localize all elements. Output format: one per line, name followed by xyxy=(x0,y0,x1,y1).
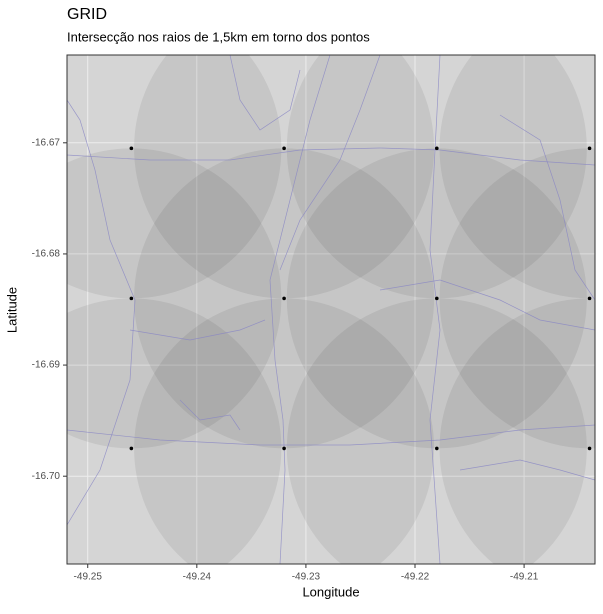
road xyxy=(379,279,595,331)
chart-subtitle: Intersecção nos raios de 1,5km em torno … xyxy=(67,29,370,44)
road xyxy=(279,55,381,271)
buffer-circle xyxy=(134,298,435,564)
road xyxy=(459,459,595,481)
road xyxy=(67,147,595,166)
y-tick-label: -16.68 xyxy=(32,249,61,260)
road xyxy=(129,319,266,341)
point xyxy=(435,446,439,451)
point xyxy=(587,446,592,451)
point xyxy=(129,296,134,301)
panel-border xyxy=(66,54,596,565)
x-tick-label: -49.22 xyxy=(401,572,430,583)
buffer-circle xyxy=(439,148,595,449)
point xyxy=(282,296,286,301)
road xyxy=(229,55,301,131)
x-axis-label: Longitude xyxy=(302,584,359,599)
x-tick-label: -49.23 xyxy=(292,572,321,583)
road xyxy=(67,99,136,526)
y-tick-label: -16.69 xyxy=(32,360,61,371)
point xyxy=(435,296,439,301)
road xyxy=(429,55,441,564)
point xyxy=(587,146,592,151)
buffer-layer xyxy=(67,55,595,564)
buffer-circle xyxy=(286,55,587,299)
panel xyxy=(67,55,595,564)
road xyxy=(499,114,595,301)
buffer-circle xyxy=(67,55,282,299)
road xyxy=(179,399,241,431)
point xyxy=(587,296,592,301)
y-tick-label: -16.67 xyxy=(32,137,61,148)
x-tick-label: -49.24 xyxy=(183,572,212,583)
chart-title: GRID xyxy=(67,6,107,23)
point xyxy=(129,146,134,151)
point xyxy=(435,146,439,151)
buffer-circle xyxy=(67,148,282,449)
road xyxy=(67,424,595,446)
buffer-circle xyxy=(134,55,435,299)
buffer-circle xyxy=(439,55,595,299)
y-tick-label: -16.70 xyxy=(32,471,61,482)
point xyxy=(129,446,134,451)
buffer-circle xyxy=(286,298,587,564)
buffer-circle xyxy=(67,298,282,564)
x-tick-label: -49.25 xyxy=(74,572,103,583)
point xyxy=(282,146,286,151)
x-tick-label: -49.21 xyxy=(510,572,539,583)
roads xyxy=(67,55,595,564)
buffer-circle xyxy=(439,298,595,564)
point xyxy=(282,446,286,451)
y-axis-label: Latitude xyxy=(4,287,19,333)
grid-layer xyxy=(67,55,595,564)
road xyxy=(269,55,331,564)
points-layer xyxy=(129,146,592,451)
